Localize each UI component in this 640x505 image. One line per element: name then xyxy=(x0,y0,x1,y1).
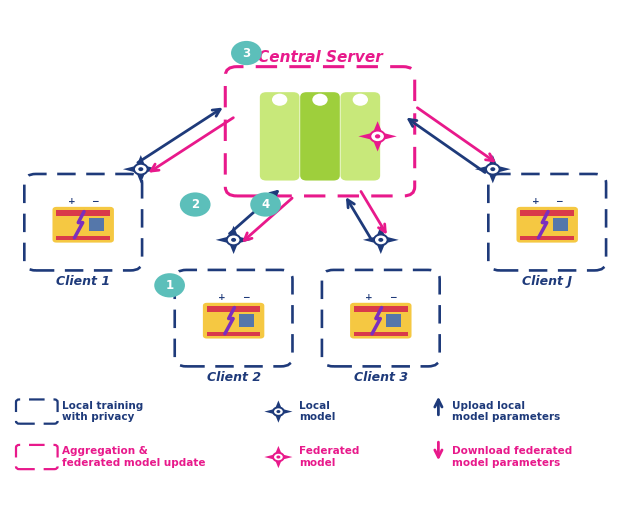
Circle shape xyxy=(374,234,388,245)
Circle shape xyxy=(231,238,236,242)
FancyBboxPatch shape xyxy=(516,207,578,242)
Text: +: + xyxy=(68,197,75,207)
Polygon shape xyxy=(274,412,283,423)
Text: Local training
with privacy: Local training with privacy xyxy=(62,401,143,422)
Circle shape xyxy=(276,456,280,459)
Text: −: − xyxy=(92,197,99,207)
Polygon shape xyxy=(375,226,387,240)
Polygon shape xyxy=(264,453,278,461)
FancyBboxPatch shape xyxy=(260,92,300,181)
Circle shape xyxy=(375,134,380,138)
FancyBboxPatch shape xyxy=(300,92,340,181)
Text: Local
model: Local model xyxy=(299,401,335,422)
Polygon shape xyxy=(278,408,292,415)
Text: 2: 2 xyxy=(191,198,199,211)
FancyBboxPatch shape xyxy=(225,67,415,196)
Circle shape xyxy=(154,273,185,297)
Polygon shape xyxy=(228,226,239,240)
Text: +: + xyxy=(365,293,372,302)
Text: −: − xyxy=(556,197,563,207)
Text: 3: 3 xyxy=(243,46,250,60)
Circle shape xyxy=(371,131,385,142)
Text: 1: 1 xyxy=(166,279,173,292)
Polygon shape xyxy=(278,453,292,461)
Polygon shape xyxy=(274,446,283,457)
Circle shape xyxy=(490,167,495,171)
Polygon shape xyxy=(487,155,499,169)
Polygon shape xyxy=(358,131,378,141)
Text: Client 3: Client 3 xyxy=(354,371,408,384)
Text: Aggregation &
federated model update: Aggregation & federated model update xyxy=(62,446,205,468)
Polygon shape xyxy=(371,136,384,152)
Bar xyxy=(88,219,104,231)
Text: +: + xyxy=(532,197,539,207)
Polygon shape xyxy=(123,165,141,174)
Bar xyxy=(239,315,254,327)
Polygon shape xyxy=(216,235,234,244)
Bar xyxy=(56,210,110,217)
Text: −: − xyxy=(242,293,249,302)
Circle shape xyxy=(276,410,280,413)
Text: −: − xyxy=(389,293,396,302)
Bar xyxy=(354,306,408,313)
Polygon shape xyxy=(378,131,397,141)
Polygon shape xyxy=(228,240,239,254)
FancyBboxPatch shape xyxy=(350,303,412,338)
Text: Upload local
model parameters: Upload local model parameters xyxy=(452,401,561,422)
Circle shape xyxy=(227,234,241,245)
Circle shape xyxy=(353,94,368,106)
Circle shape xyxy=(231,41,262,65)
Text: 4: 4 xyxy=(262,198,269,211)
Bar xyxy=(520,210,574,217)
Text: Download federated
model parameters: Download federated model parameters xyxy=(452,446,573,468)
Circle shape xyxy=(486,164,500,175)
Bar xyxy=(207,332,260,335)
FancyBboxPatch shape xyxy=(340,92,380,181)
Circle shape xyxy=(250,192,281,217)
Text: +: + xyxy=(218,293,225,302)
Bar xyxy=(207,306,260,313)
Polygon shape xyxy=(493,165,511,174)
Bar xyxy=(354,332,408,335)
Circle shape xyxy=(273,408,284,416)
Bar xyxy=(56,236,110,239)
Polygon shape xyxy=(381,235,399,244)
Polygon shape xyxy=(274,457,283,468)
Polygon shape xyxy=(135,155,147,169)
Polygon shape xyxy=(234,235,252,244)
Polygon shape xyxy=(475,165,493,174)
Bar xyxy=(520,236,574,239)
Text: Client J: Client J xyxy=(522,275,572,288)
Text: Client 1: Client 1 xyxy=(56,275,110,288)
Circle shape xyxy=(272,94,287,106)
Circle shape xyxy=(273,453,284,461)
Polygon shape xyxy=(487,169,499,183)
FancyBboxPatch shape xyxy=(203,303,264,338)
Bar xyxy=(552,219,568,231)
Polygon shape xyxy=(264,408,278,415)
Text: Client 2: Client 2 xyxy=(207,371,260,384)
Circle shape xyxy=(138,167,143,171)
Circle shape xyxy=(180,192,211,217)
Polygon shape xyxy=(135,169,147,183)
Circle shape xyxy=(312,94,328,106)
Circle shape xyxy=(378,238,383,242)
Polygon shape xyxy=(363,235,381,244)
Circle shape xyxy=(134,164,148,175)
Bar xyxy=(386,315,401,327)
Polygon shape xyxy=(141,165,159,174)
Polygon shape xyxy=(371,121,384,136)
Text: Federated
model: Federated model xyxy=(299,446,359,468)
Text: Central Server: Central Server xyxy=(258,49,382,65)
FancyBboxPatch shape xyxy=(52,207,114,242)
Polygon shape xyxy=(274,400,283,412)
Polygon shape xyxy=(375,240,387,254)
